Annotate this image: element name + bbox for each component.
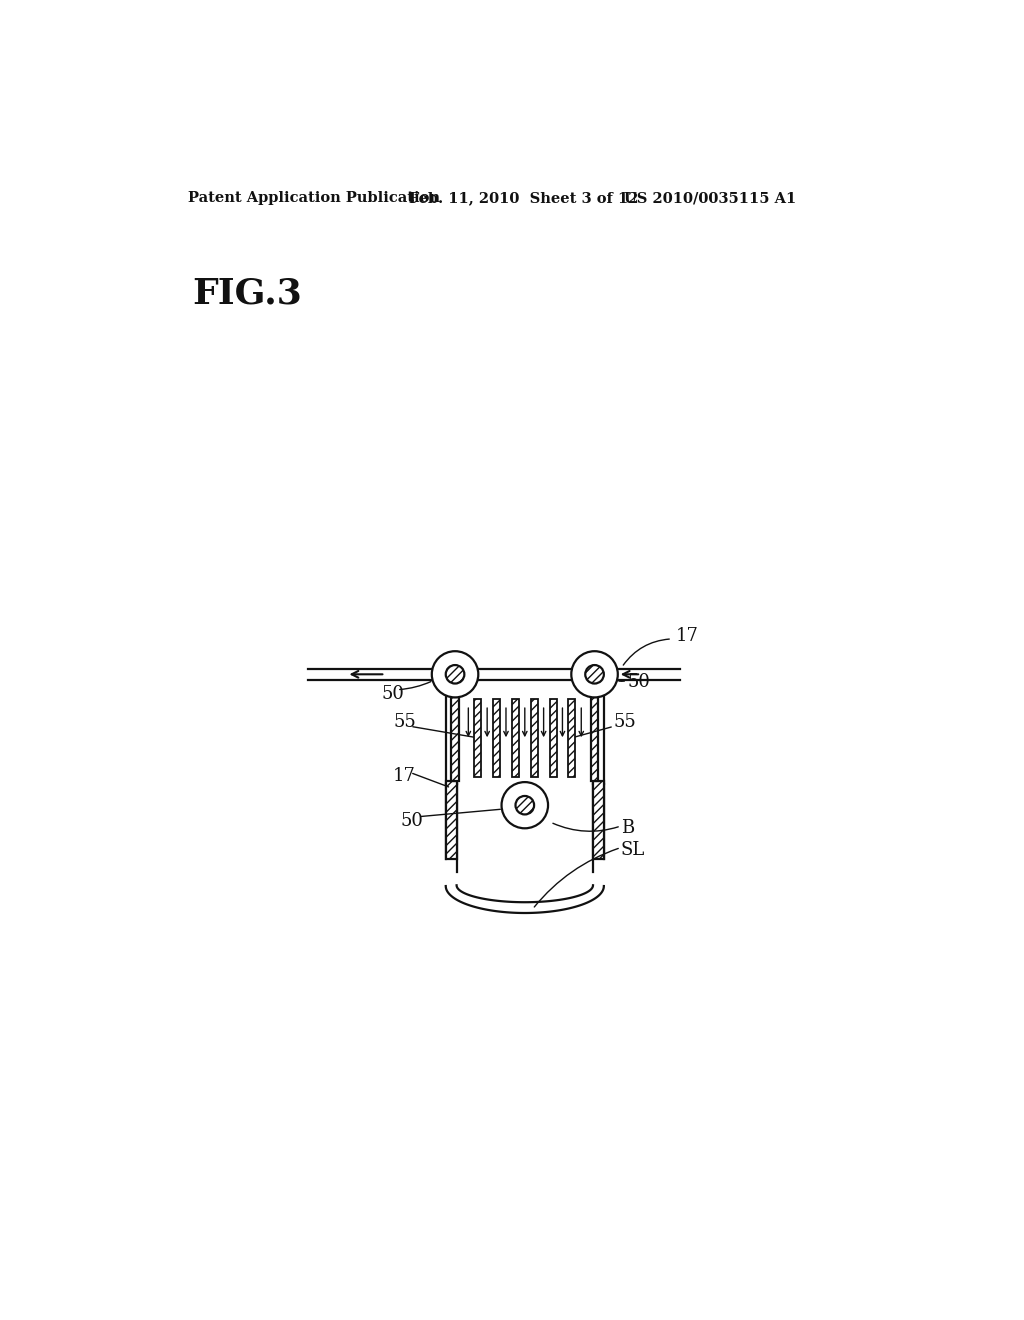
Text: SL: SL [621, 841, 645, 859]
Bar [550, 700, 556, 776]
Text: B: B [621, 820, 634, 837]
Text: 50: 50 [400, 812, 424, 829]
Circle shape [515, 796, 535, 814]
Text: Feb. 11, 2010  Sheet 3 of 12: Feb. 11, 2010 Sheet 3 of 12 [410, 191, 639, 206]
Bar [494, 700, 500, 776]
Bar [568, 700, 575, 776]
Text: 50: 50 [627, 673, 650, 690]
Bar [593, 780, 604, 859]
Text: 17: 17 [393, 767, 416, 785]
Text: 50: 50 [381, 685, 404, 702]
Text: 55: 55 [393, 713, 416, 731]
Text: 17: 17 [676, 627, 698, 644]
Bar [452, 697, 459, 780]
Bar [591, 697, 598, 780]
Circle shape [445, 665, 464, 684]
Bar [512, 700, 519, 776]
Text: Patent Application Publication: Patent Application Publication [188, 191, 440, 206]
Circle shape [586, 665, 604, 684]
Circle shape [502, 781, 548, 829]
Circle shape [571, 651, 617, 697]
Text: US 2010/0035115 A1: US 2010/0035115 A1 [624, 191, 797, 206]
Text: 55: 55 [614, 713, 637, 731]
Bar [474, 700, 481, 776]
Bar [530, 700, 538, 776]
Bar [445, 780, 457, 859]
Text: FIG.3: FIG.3 [193, 276, 302, 310]
Circle shape [432, 651, 478, 697]
